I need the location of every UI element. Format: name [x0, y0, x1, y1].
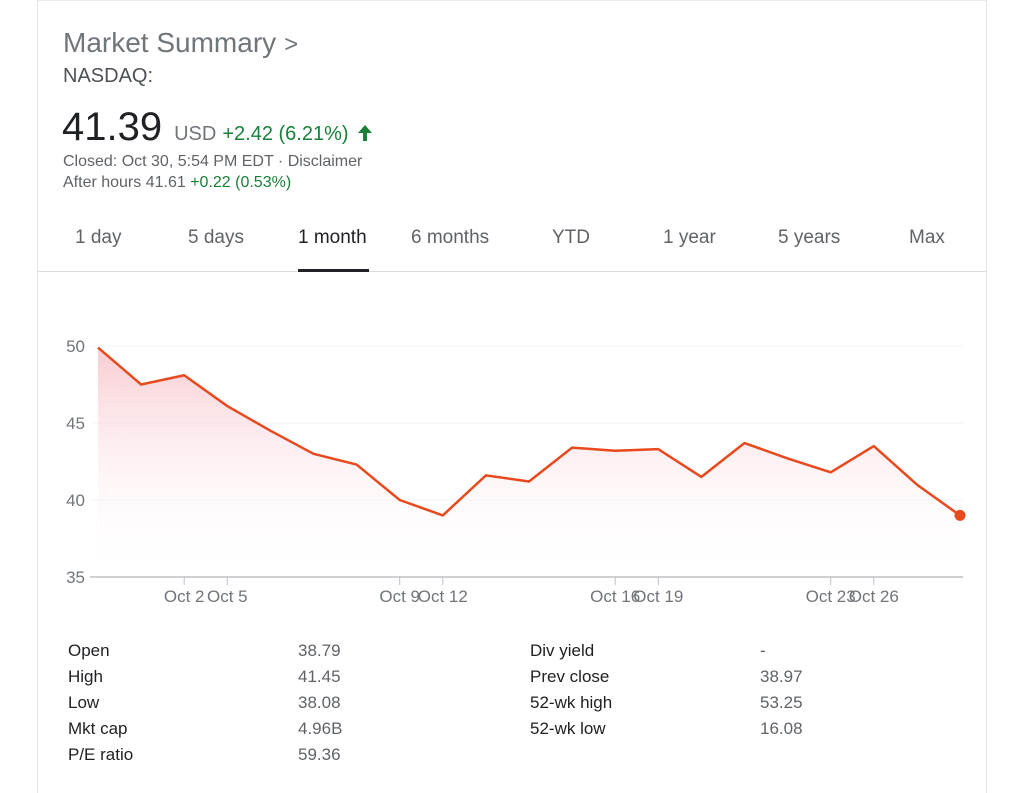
y-tick-label: 35 — [66, 568, 85, 587]
stat-label-div-yield: Div yield — [530, 641, 595, 660]
tab-5-days[interactable]: 5 days — [188, 227, 244, 248]
exchange-label: NASDAQ: — [63, 65, 154, 87]
arrow-up-icon — [357, 124, 373, 142]
stat-label-high: High — [68, 667, 103, 686]
x-tick-label: Oct 9 — [379, 587, 420, 606]
stat-label-low: Low — [68, 693, 100, 712]
x-tick-label: Oct 26 — [849, 587, 899, 606]
y-tick-label: 50 — [66, 337, 85, 356]
stat-label-52-wk-high: 52-wk high — [530, 693, 613, 712]
range-tabs: 1 day 5 days 1 month 6 months YTD 1 year… — [38, 211, 986, 272]
tab-1-day[interactable]: 1 day — [75, 227, 122, 248]
stat-label-open: Open — [68, 641, 110, 660]
closed-time: Closed: Oct 30, 5:54 PM EDT — [63, 153, 274, 170]
stat-value-pe-ratio: 59.36 — [298, 745, 341, 764]
after-hours-price: After hours 41.61 — [63, 174, 186, 191]
tab-6-months[interactable]: 6 months — [411, 227, 490, 248]
price-line — [97, 346, 961, 517]
y-tick-label: 45 — [66, 414, 85, 433]
market-summary-card: Market Summary > NASDAQ: 41.39 USD +2.42 … — [37, 0, 987, 793]
currency-label: USD — [174, 123, 217, 145]
tab-ytd[interactable]: YTD — [552, 227, 590, 248]
x-tick-label: Oct 12 — [418, 587, 468, 606]
stat-value-52-wk-low: 16.08 — [760, 719, 803, 738]
stat-label-mkt-cap: Mkt cap — [68, 719, 128, 738]
stat-label-52-wk-low: 52-wk low — [530, 719, 606, 738]
stat-value-prev-close: 38.97 — [760, 667, 803, 686]
x-tick-label: Oct 23 — [806, 587, 856, 606]
x-tick-label: Oct 2 — [164, 587, 205, 606]
x-tick-label: Oct 5 — [207, 587, 248, 606]
price-chart[interactable]: 50 45 40 35 Oct 2 Oct 5 Oct 9 Oct 12 Oct 16 Oct 1… — [38, 273, 986, 618]
after-hours-status: After hours 41.61 +0.22 (0.53%) — [63, 174, 291, 192]
separator: · — [273, 153, 288, 170]
stat-value-mkt-cap: 4.96B — [298, 719, 343, 738]
price-area — [98, 347, 960, 577]
tab-max[interactable]: Max — [909, 227, 945, 248]
tab-5-years[interactable]: 5 years — [778, 227, 841, 248]
x-tick-label: Oct 16 — [590, 587, 640, 606]
stat-label-prev-close: Prev close — [530, 667, 610, 686]
tab-1-year[interactable]: 1 year — [663, 227, 716, 248]
current-price: 41.39 — [62, 105, 163, 149]
stat-value-52-wk-high: 53.25 — [760, 693, 803, 712]
stat-value-low: 38.08 — [298, 693, 341, 712]
stat-value-high: 41.45 — [298, 667, 341, 686]
stat-label-pe-ratio: P/E ratio — [68, 745, 134, 764]
market-summary-title: Market Summary — [63, 27, 277, 58]
last-price-dot — [954, 509, 966, 521]
tab-1-month[interactable]: 1 month — [298, 227, 367, 248]
closed-status: Closed: Oct 30, 5:54 PM EDT · Disclaimer — [63, 153, 362, 171]
stat-value-open: 38.79 — [298, 641, 341, 660]
chevron-right-icon: > — [284, 31, 299, 58]
price-change: +2.42 (6.21%) — [222, 123, 349, 145]
active-tab-indicator — [298, 269, 369, 272]
price-row: 41.39 USD +2.42 (6.21%) — [62, 105, 373, 150]
market-summary-title-link[interactable]: Market Summary > — [63, 27, 298, 59]
x-tick-label: Oct 19 — [633, 587, 683, 606]
y-tick-label: 40 — [66, 491, 85, 510]
stat-value-div-yield: - — [760, 641, 766, 660]
after-hours-change: +0.22 (0.53%) — [190, 174, 292, 191]
disclaimer-link[interactable]: Disclaimer — [287, 153, 363, 170]
